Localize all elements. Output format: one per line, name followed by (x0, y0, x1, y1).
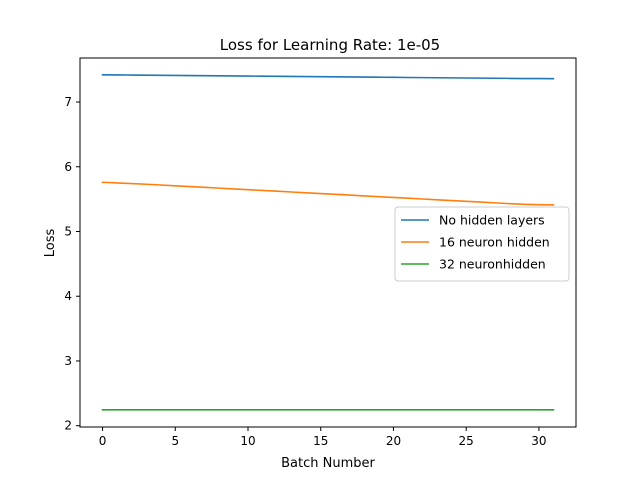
series-line-2 (101, 181, 555, 206)
plot-frame (79, 57, 577, 428)
legend-label-1: No hidden layers (439, 213, 545, 228)
legend-label-3: 32 neuronhidden (439, 257, 546, 272)
legend-box (394, 206, 570, 282)
x-tick-label: 10 (240, 434, 255, 448)
legend: No hidden layers 16 neuron hidden 32 neuro… (394, 206, 570, 282)
chart-title: Loss for Learning Rate: 1e-05 (220, 36, 440, 54)
y-axis-label: Loss (43, 229, 58, 258)
y-tick-label: 7 (64, 95, 72, 109)
x-tick-label: 15 (313, 434, 328, 448)
x-tick-label: 20 (386, 434, 401, 448)
y-tick-label: 6 (64, 160, 72, 174)
x-axis-label: Batch Number (281, 456, 375, 471)
x-tick-label: 5 (171, 434, 179, 448)
y-tick-label: 3 (64, 354, 72, 368)
x-tick-label: 25 (459, 434, 474, 448)
x-axis: 0 5 10 15 20 25 30 (99, 427, 547, 448)
y-tick-label: 2 (64, 419, 72, 433)
y-tick-label: 5 (64, 224, 72, 238)
legend-label-2: 16 neuron hidden (439, 235, 550, 250)
series-line-1 (101, 74, 555, 80)
y-axis: 2 3 4 5 6 7 (64, 95, 80, 433)
x-tick-label: 0 (99, 434, 107, 448)
plot-area (79, 57, 577, 428)
series-layer (101, 74, 555, 411)
y-tick-label: 4 (64, 289, 72, 303)
x-tick-label: 30 (531, 434, 546, 448)
